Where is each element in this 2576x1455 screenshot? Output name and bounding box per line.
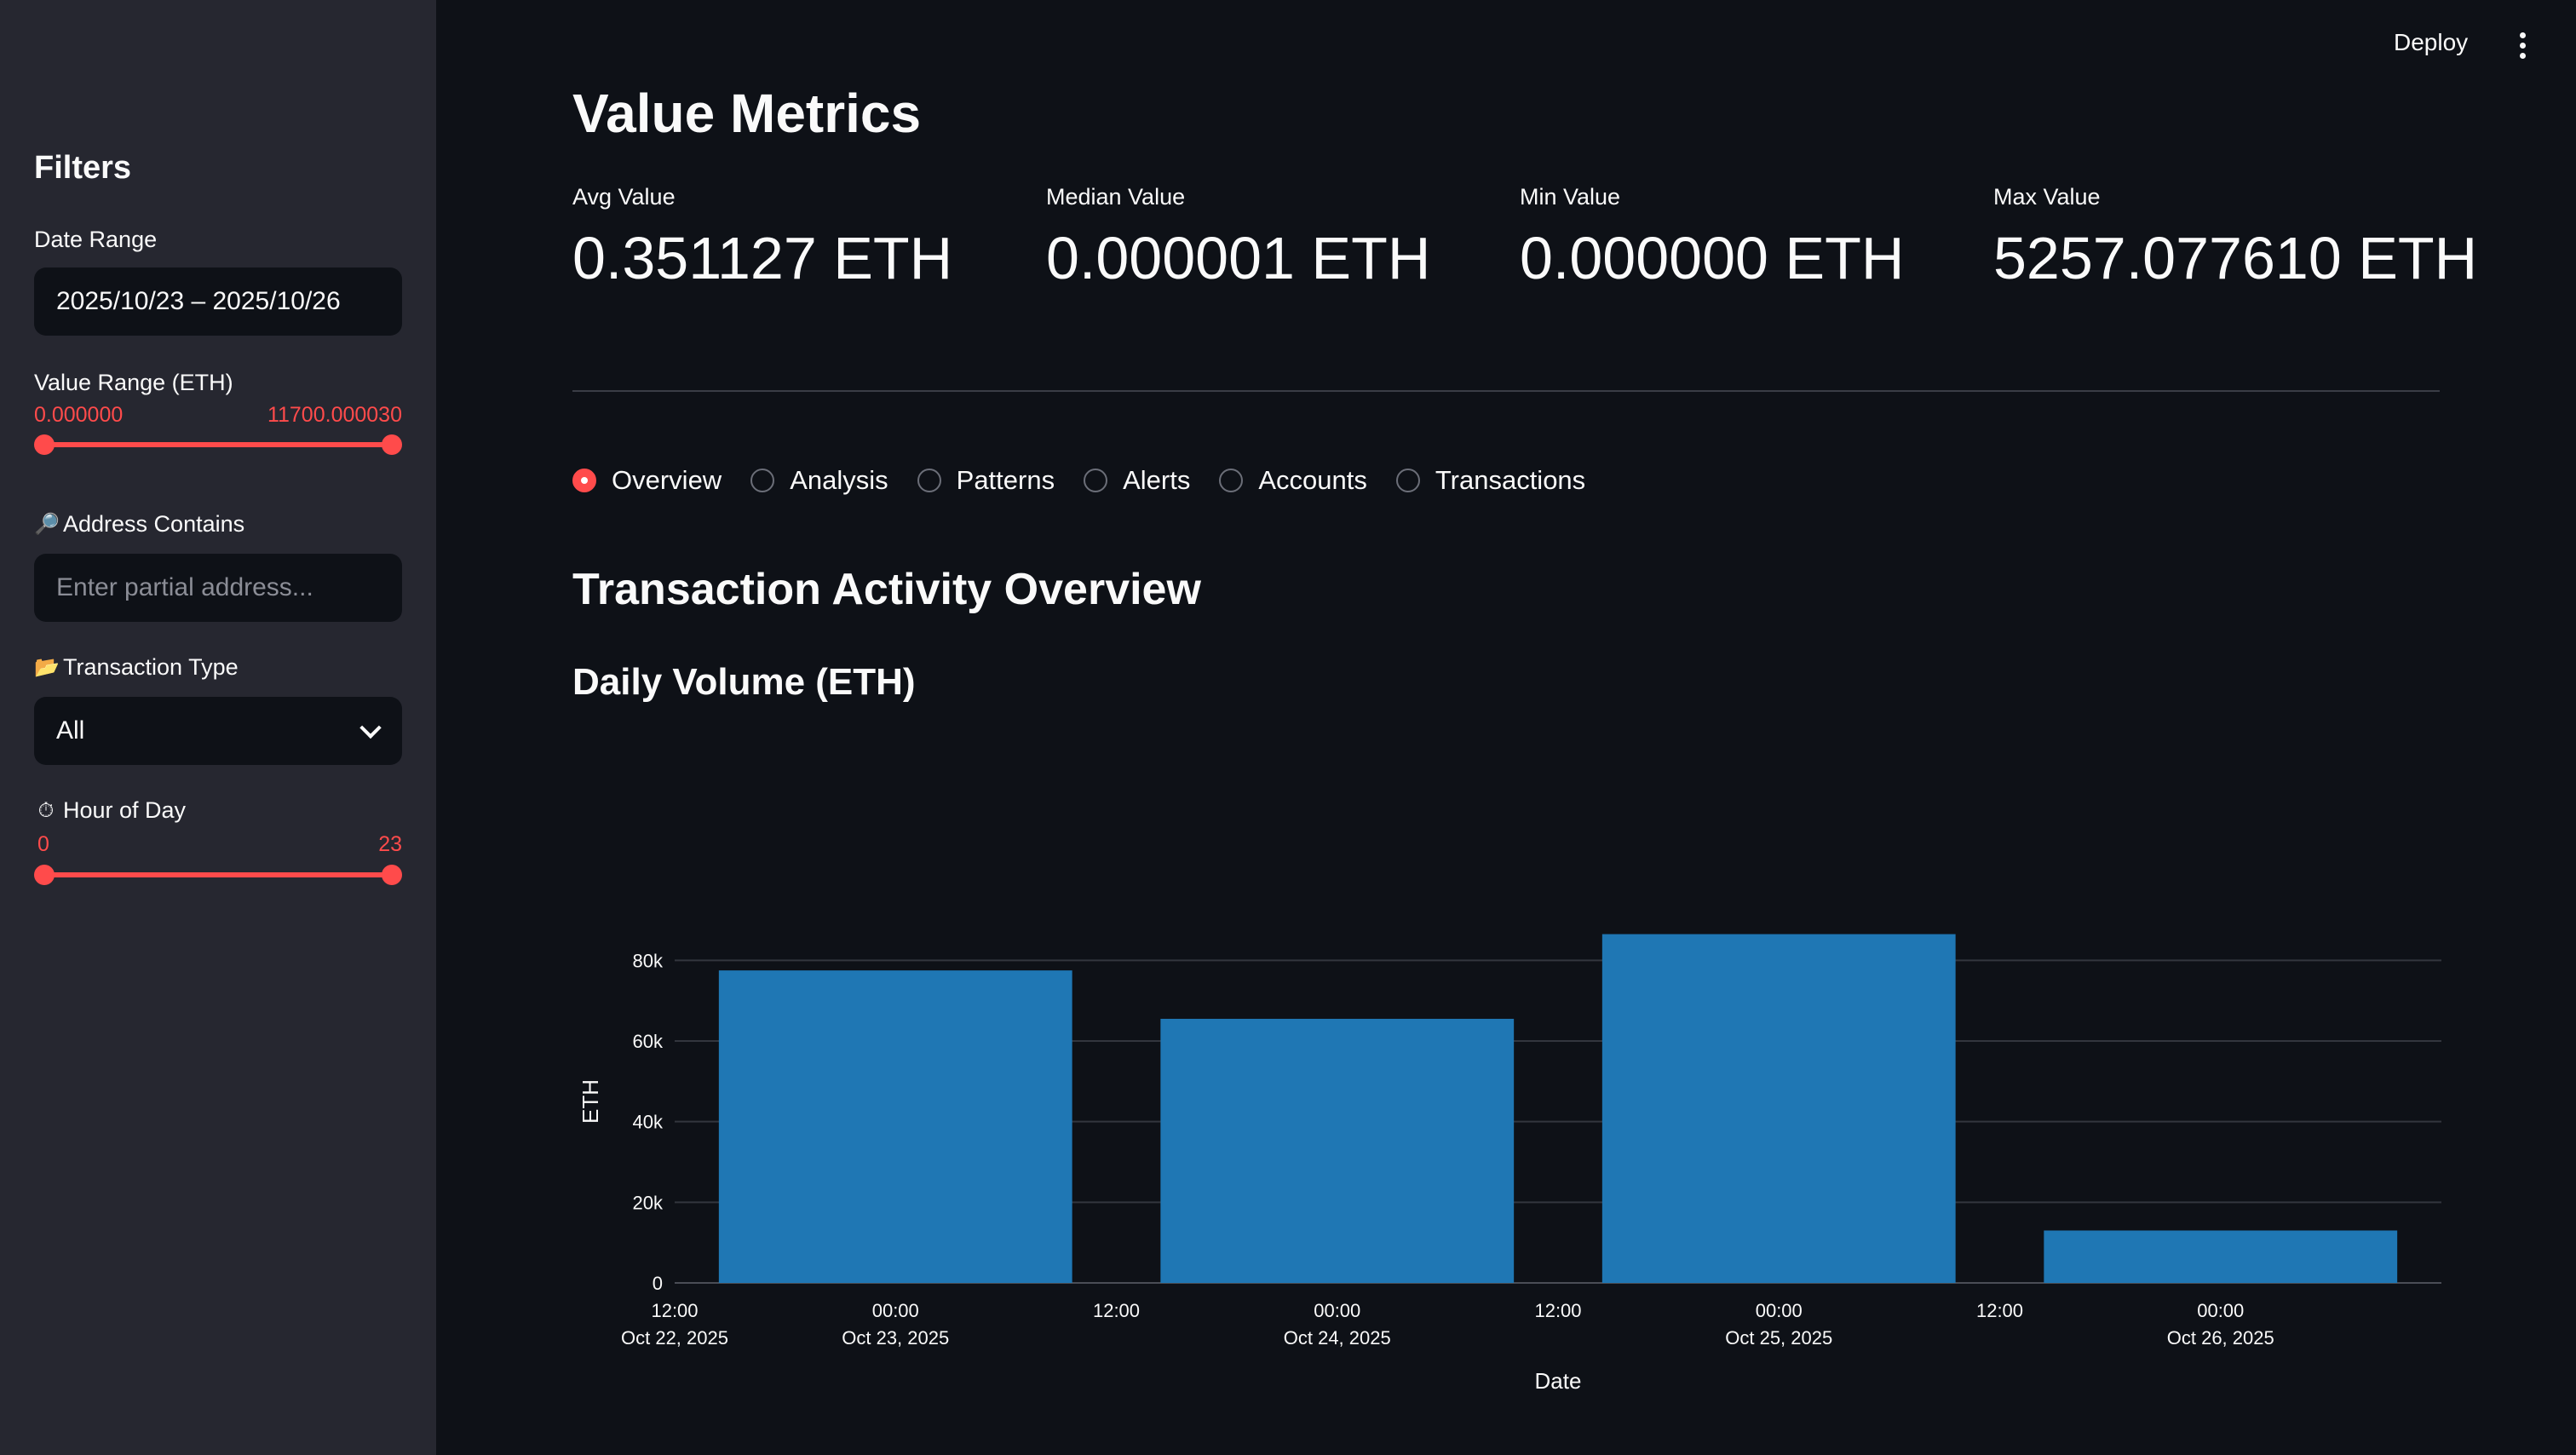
section-title: Transaction Activity Overview <box>572 565 1201 614</box>
bar <box>1160 1018 1515 1283</box>
x-tick-label: 00:00 <box>2197 1300 2244 1321</box>
metric-label: Avg Value <box>572 184 676 210</box>
radio-label: Patterns <box>956 465 1055 495</box>
x-tick-label: 12:00 <box>1976 1300 2023 1321</box>
tx-type-value: All <box>56 716 85 745</box>
hour-track[interactable] <box>44 872 392 877</box>
page-title: Value Metrics <box>572 83 922 144</box>
radio-unselected-icon <box>1219 469 1244 492</box>
date-range-input[interactable]: 2025/10/23 – 2025/10/26 <box>34 267 402 336</box>
x-tick-label: Oct 22, 2025 <box>621 1327 728 1349</box>
radio-label: Analysis <box>790 465 888 495</box>
radio-overview[interactable]: Overview <box>572 465 722 496</box>
value-range-min-thumb[interactable] <box>34 434 55 455</box>
metric-max: Max Value 5257.077610 ETH <box>1993 184 2477 292</box>
radio-selected-icon <box>572 469 596 492</box>
folder-icon: 📂 <box>34 655 60 679</box>
date-range-label: Date Range <box>34 227 158 252</box>
tx-type-select[interactable]: All <box>34 697 402 765</box>
radio-unselected-icon <box>750 469 775 492</box>
metric-value: 0.000001 ETH <box>1046 225 1431 291</box>
y-tick-label: 80k <box>633 950 664 971</box>
radio-accounts[interactable]: Accounts <box>1219 465 1367 496</box>
radio-label: Transactions <box>1435 465 1586 495</box>
tx-type-label-row: 📂 Transaction Type <box>34 654 239 681</box>
metric-label: Median Value <box>1046 184 1186 210</box>
value-range-label: Value Range (ETH) <box>34 370 233 395</box>
view-radio-group: Overview Analysis Patterns Alerts Accoun… <box>572 465 1614 496</box>
y-tick-label: 60k <box>633 1031 664 1052</box>
y-axis-label: ETH <box>578 1079 603 1124</box>
stopwatch-icon: ⏱ <box>37 798 55 822</box>
x-tick-label: Oct 23, 2025 <box>842 1327 949 1349</box>
x-tick-label: 00:00 <box>1756 1300 1803 1321</box>
address-label-row: 🔎 Address Contains <box>34 511 244 538</box>
chart-title: Daily Volume (ETH) <box>572 661 916 703</box>
x-tick-label: 00:00 <box>872 1300 919 1321</box>
x-tick-label: 00:00 <box>1314 1300 1360 1321</box>
address-input[interactable]: Enter partial address... <box>34 554 402 622</box>
x-tick-label: Oct 25, 2025 <box>1725 1327 1832 1349</box>
value-range-track[interactable] <box>44 442 392 447</box>
y-tick-label: 40k <box>633 1112 664 1133</box>
hour-max-thumb[interactable] <box>382 865 402 885</box>
metric-label: Min Value <box>1520 184 1621 210</box>
radio-label: Alerts <box>1123 465 1191 495</box>
metric-value: 0.000000 ETH <box>1520 225 1905 291</box>
value-range-max: 11700.000030 <box>267 403 402 427</box>
x-tick-label: Oct 24, 2025 <box>1284 1327 1391 1349</box>
magnifier-icon: 🔎 <box>34 512 60 536</box>
chevron-down-icon <box>359 716 382 739</box>
radio-transactions[interactable]: Transactions <box>1395 465 1586 496</box>
sidebar-title: Filters <box>34 150 132 186</box>
divider <box>572 390 2440 392</box>
more-menu-icon[interactable] <box>2518 32 2527 60</box>
radio-unselected-icon <box>1395 469 1420 492</box>
daily-volume-chart[interactable]: 0 20k 40k 60k 80k 12:00 Oct 22, 2025 00:00 Oct 2… <box>562 903 2453 1414</box>
address-placeholder: Enter partial address... <box>56 573 313 601</box>
hour-max: 23 <box>378 832 402 856</box>
metric-median: Median Value 0.000001 ETH <box>1046 184 1430 292</box>
y-tick-label: 0 <box>653 1273 663 1294</box>
date-range-value: 2025/10/23 – 2025/10/26 <box>56 287 341 315</box>
deploy-button[interactable]: Deploy <box>2394 29 2469 55</box>
metric-label: Max Value <box>1993 184 2101 210</box>
x-tick-label: 12:00 <box>1093 1300 1140 1321</box>
bar <box>2044 1230 2398 1283</box>
value-range-min: 0.000000 <box>34 403 124 427</box>
radio-alerts[interactable]: Alerts <box>1084 465 1190 496</box>
tx-type-label: Transaction Type <box>63 654 239 680</box>
x-tick-label: 12:00 <box>651 1300 698 1321</box>
x-tick-label: Oct 26, 2025 <box>2167 1327 2274 1349</box>
radio-analysis[interactable]: Analysis <box>750 465 888 496</box>
bar <box>1601 934 1956 1283</box>
radio-unselected-icon <box>917 469 941 492</box>
address-label: Address Contains <box>63 511 245 537</box>
radio-label: Overview <box>612 465 722 495</box>
bar <box>718 970 1072 1283</box>
radio-patterns[interactable]: Patterns <box>917 465 1055 496</box>
sidebar: Filters Date Range 2025/10/23 – 2025/10/… <box>0 0 436 1455</box>
hour-label-row: ⏱ Hour of Day <box>34 797 186 824</box>
x-axis-label: Date <box>1535 1368 1582 1394</box>
y-tick-label: 20k <box>633 1192 664 1213</box>
value-range-max-thumb[interactable] <box>382 434 402 455</box>
radio-label: Accounts <box>1258 465 1367 495</box>
radio-unselected-icon <box>1084 469 1108 492</box>
metric-value: 0.351127 ETH <box>572 225 953 291</box>
metric-value: 5257.077610 ETH <box>1993 225 2478 291</box>
hour-min: 0 <box>37 832 49 856</box>
metric-avg: Avg Value 0.351127 ETH <box>572 184 952 292</box>
x-tick-label: 12:00 <box>1534 1300 1581 1321</box>
metric-min: Min Value 0.000000 ETH <box>1520 184 1904 292</box>
hour-label: Hour of Day <box>63 797 187 823</box>
hour-min-thumb[interactable] <box>34 865 55 885</box>
